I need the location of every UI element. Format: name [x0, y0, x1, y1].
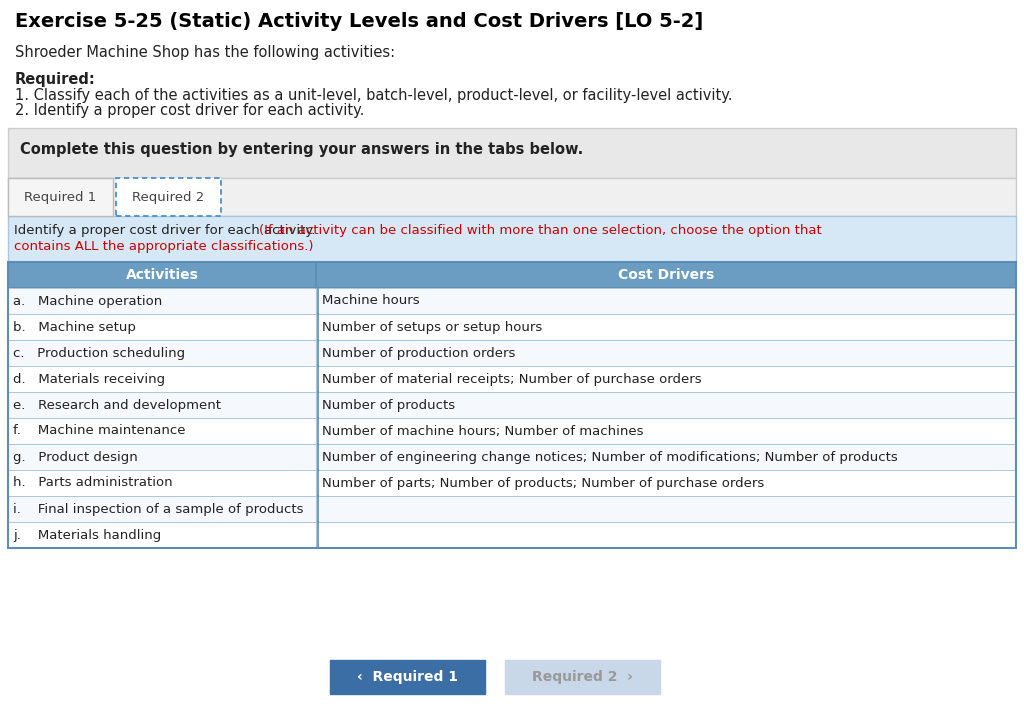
Bar — [8, 262, 1016, 548]
Bar — [8, 178, 113, 216]
Text: Number of products: Number of products — [322, 398, 455, 412]
Bar — [505, 660, 660, 694]
Text: Exercise 5-25 (Static) Activity Levels and Cost Drivers [LO 5-2]: Exercise 5-25 (Static) Activity Levels a… — [15, 12, 703, 31]
Bar — [8, 314, 1016, 340]
Bar — [8, 444, 1016, 470]
Text: b.   Machine setup: b. Machine setup — [13, 321, 136, 333]
Text: Identify a proper cost driver for each activity.: Identify a proper cost driver for each a… — [14, 224, 319, 237]
Text: e.   Research and development: e. Research and development — [13, 398, 221, 412]
Text: Complete this question by entering your answers in the tabs below.: Complete this question by entering your … — [20, 142, 584, 157]
Text: Cost Drivers: Cost Drivers — [617, 268, 714, 282]
Text: d.   Materials receiving: d. Materials receiving — [13, 373, 165, 385]
Text: f.    Machine maintenance: f. Machine maintenance — [13, 424, 185, 438]
Text: contains ALL the appropriate classifications.): contains ALL the appropriate classificat… — [14, 240, 313, 253]
Text: Activities: Activities — [126, 268, 199, 282]
Bar — [8, 418, 1016, 444]
Bar — [8, 392, 1016, 418]
Bar — [8, 522, 1016, 548]
Text: Number of machine hours; Number of machines: Number of machine hours; Number of machi… — [322, 424, 643, 438]
Bar — [116, 178, 221, 216]
Text: 2. Identify a proper cost driver for each activity.: 2. Identify a proper cost driver for eac… — [15, 103, 365, 118]
Bar — [8, 262, 1016, 288]
Text: ‹  Required 1: ‹ Required 1 — [357, 670, 458, 684]
Text: Shroeder Machine Shop has the following activities:: Shroeder Machine Shop has the following … — [15, 45, 395, 60]
Bar — [8, 128, 1016, 178]
Bar — [8, 178, 1016, 216]
Bar — [8, 366, 1016, 392]
Text: Required 1: Required 1 — [25, 191, 96, 203]
Text: (If an activity can be classified with more than one selection, choose the optio: (If an activity can be classified with m… — [259, 224, 821, 237]
Text: Required 2  ›: Required 2 › — [532, 670, 633, 684]
Bar — [8, 216, 1016, 262]
Text: j.    Materials handling: j. Materials handling — [13, 529, 161, 542]
Text: a.   Machine operation: a. Machine operation — [13, 294, 162, 308]
Text: Required:: Required: — [15, 72, 96, 87]
Text: Number of material receipts; Number of purchase orders: Number of material receipts; Number of p… — [322, 373, 701, 385]
Text: Number of production orders: Number of production orders — [322, 347, 515, 359]
Text: Number of setups or setup hours: Number of setups or setup hours — [322, 321, 543, 333]
Text: Number of parts; Number of products; Number of purchase orders: Number of parts; Number of products; Num… — [322, 477, 764, 489]
Text: Machine hours: Machine hours — [322, 294, 420, 308]
Text: g.   Product design: g. Product design — [13, 450, 138, 464]
Text: Required 2: Required 2 — [132, 191, 205, 203]
Text: h.   Parts administration: h. Parts administration — [13, 477, 173, 489]
Text: i.    Final inspection of a sample of products: i. Final inspection of a sample of produ… — [13, 503, 303, 515]
Bar — [8, 340, 1016, 366]
Bar — [330, 660, 485, 694]
Bar — [8, 470, 1016, 496]
Bar — [8, 288, 1016, 314]
Bar — [8, 496, 1016, 522]
Text: Number of engineering change notices; Number of modifications; Number of product: Number of engineering change notices; Nu… — [322, 450, 898, 464]
Text: c.   Production scheduling: c. Production scheduling — [13, 347, 185, 359]
Text: 1. Classify each of the activities as a unit-level, batch-level, product-level, : 1. Classify each of the activities as a … — [15, 88, 732, 103]
Bar — [116, 178, 221, 216]
